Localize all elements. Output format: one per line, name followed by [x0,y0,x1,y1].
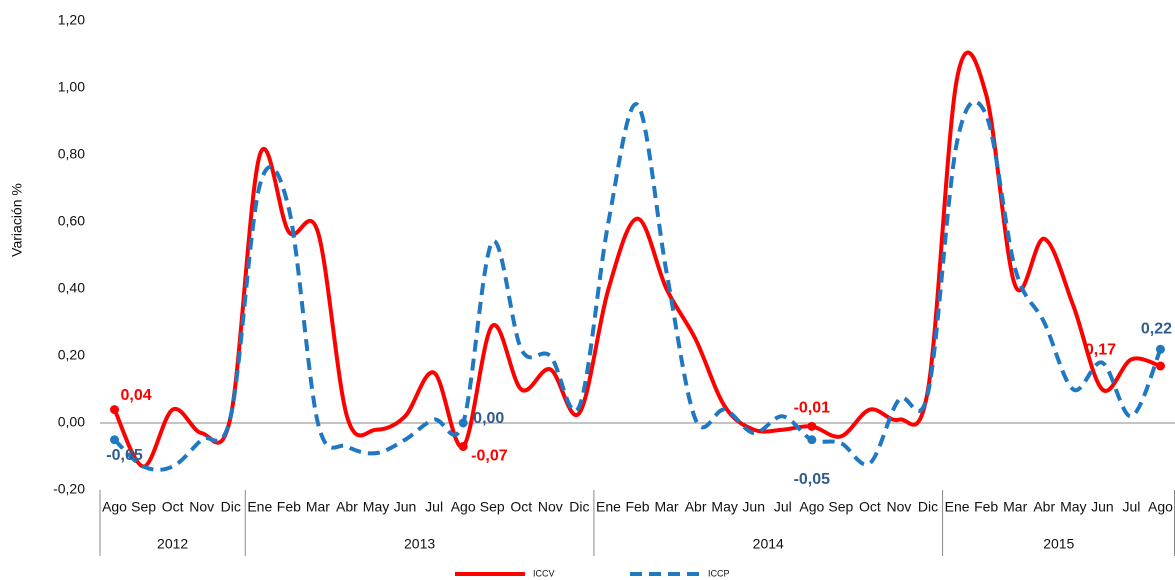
y-tick-label: 0,00 [58,414,85,430]
x-tick-label: May [711,499,737,515]
x-tick-label: Abr [685,499,707,515]
x-tick-label: Feb [974,499,998,515]
value-label: 0,22 [1141,321,1172,338]
legend-label: ICCP [708,568,730,578]
x-tick-label: Oct [859,499,881,515]
x-tick-label: Dic [569,499,589,515]
y-axis-label: Variación % [9,183,25,257]
y-tick-label: 1,20 [58,12,85,28]
x-tick-label: Dic [918,499,938,515]
x-tick-label: Jul [1122,499,1140,515]
x-tick-label: Ago [451,499,476,515]
x-tick-label: Jul [425,499,443,515]
y-tick-label: 0,20 [58,347,85,363]
group-label: 2012 [157,536,188,552]
x-tick-label: Sep [131,499,156,515]
point-marker [458,418,468,428]
x-tick-label: Ene [596,499,621,515]
x-tick-label: Mar [654,499,678,515]
legend-label: ICCV [533,568,555,578]
group-label: 2015 [1043,536,1074,552]
x-tick-label: Jun [394,499,417,515]
y-tick-label: 1,00 [58,79,85,95]
x-tick-label: Sep [480,499,505,515]
y-tick-label: 0,80 [58,146,85,162]
x-tick-label: Nov [887,499,912,515]
value-label: 0,04 [121,387,152,404]
x-tick-label: Ago [1148,499,1173,515]
value-label: -0,05 [794,471,831,488]
x-tick-label: Feb [625,499,649,515]
x-tick-label: Jun [742,499,765,515]
point-marker [1155,361,1165,371]
x-tick-label: Mar [1003,499,1027,515]
x-tick-label: Abr [1033,499,1055,515]
x-tick-label: Oct [162,499,184,515]
point-marker [458,441,468,451]
y-tick-label: 0,40 [58,280,85,296]
value-label: -0,01 [794,400,831,417]
x-tick-label: Ene [247,499,272,515]
value-label: 0,17 [1085,341,1116,358]
x-tick-label: May [1060,499,1086,515]
x-tick-label: Oct [510,499,532,515]
x-tick-label: Dic [221,499,241,515]
x-tick-label: Abr [336,499,358,515]
x-tick-label: Nov [189,499,214,515]
line-series [113,99,1163,472]
point-marker [1155,344,1165,354]
value-label: 0,00 [473,410,504,427]
point-marker [110,435,120,445]
group-label: 2014 [753,536,784,552]
x-tick-label: Nov [538,499,563,515]
point-marker [110,405,120,415]
x-tick-label: Ago [102,499,127,515]
x-tick-label: Mar [306,499,330,515]
point-marker [807,435,817,445]
point-marker [807,421,817,431]
x-tick-label: Sep [828,499,853,515]
y-tick-label: -0,20 [53,481,85,497]
value-label: -0,05 [106,447,143,464]
x-tick-label: Ago [799,499,824,515]
x-tick-label: Jul [774,499,792,515]
x-tick-label: Ene [945,499,970,515]
y-tick-label: 0,60 [58,213,85,229]
x-tick-label: Feb [277,499,301,515]
value-label: -0,07 [471,448,508,465]
line-series [112,50,1162,469]
x-tick-label: Jun [1091,499,1114,515]
group-label: 2013 [404,536,435,552]
x-tick-label: May [363,499,389,515]
